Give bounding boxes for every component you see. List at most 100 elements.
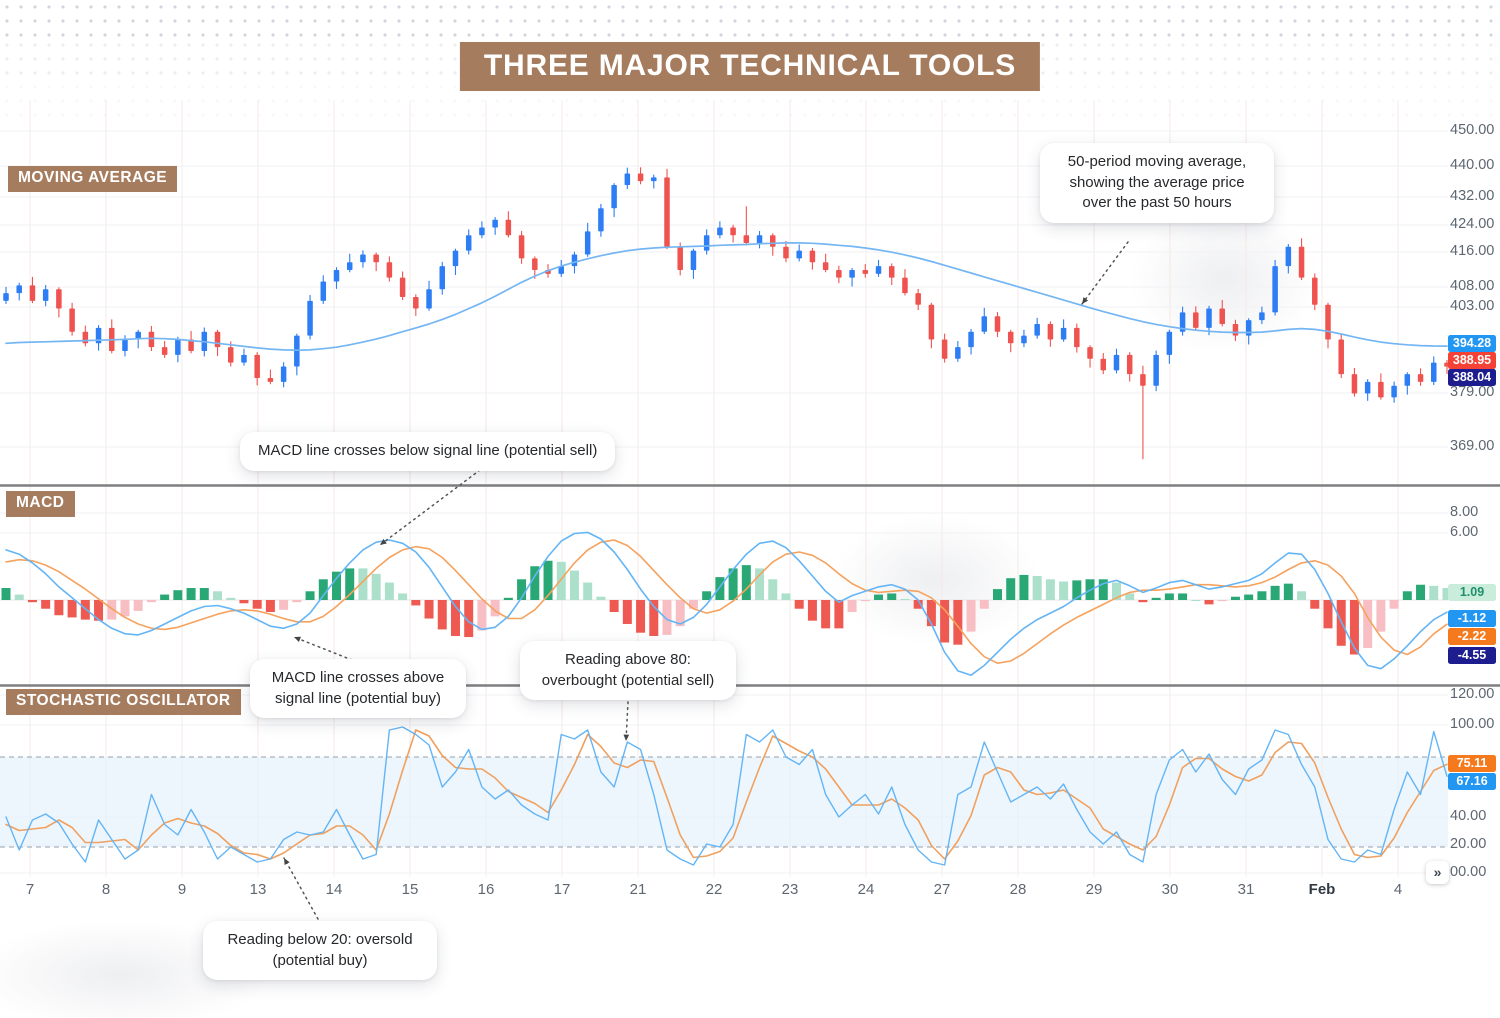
- price-axis-label: 440.00: [1450, 157, 1495, 173]
- candle-body: [1034, 324, 1040, 336]
- candle-body: [730, 227, 736, 236]
- stoch-axis-label: 120.00: [1450, 686, 1495, 702]
- histogram-bar: [94, 600, 104, 621]
- candle-body: [1206, 308, 1212, 328]
- x-axis-label: 13: [249, 881, 267, 898]
- histogram-bar: [120, 600, 130, 617]
- candle-body: [875, 266, 882, 274]
- candle-body: [928, 304, 935, 340]
- histogram-bar: [1402, 591, 1412, 600]
- histogram-bar: [569, 570, 579, 600]
- histogram-bar: [556, 561, 566, 600]
- histogram-bar: [1310, 600, 1320, 609]
- x-axis-label: 24: [857, 881, 875, 898]
- histogram-bar: [490, 600, 500, 617]
- histogram-bar: [807, 600, 817, 621]
- price-axis-label: 379.00: [1450, 384, 1495, 400]
- histogram-bar: [213, 591, 223, 600]
- candle-body: [122, 339, 128, 352]
- candle-body: [981, 316, 988, 332]
- histogram-bar: [503, 597, 513, 600]
- candle-body: [148, 331, 155, 348]
- histogram-bar: [847, 600, 857, 612]
- histogram-bar: [517, 579, 527, 600]
- histogram-bar: [1257, 591, 1267, 600]
- ma-line: [5, 242, 1448, 352]
- candle-body: [1100, 358, 1107, 371]
- candle-body: [518, 235, 525, 259]
- histogram-bar: [781, 593, 791, 600]
- histogram-bar: [199, 588, 209, 600]
- x-axis-label: 15: [401, 881, 419, 898]
- histogram-bar: [252, 600, 262, 609]
- price-axis-label: 408.00: [1450, 278, 1495, 294]
- histogram-bar: [715, 577, 725, 600]
- stoch-k-line: [5, 726, 1448, 866]
- candle-body: [1325, 304, 1331, 340]
- candle-body: [505, 219, 512, 236]
- candle-body: [558, 266, 564, 274]
- histogram-bar: [543, 560, 553, 600]
- page-title: THREE MAJOR TECHNICAL TOOLS: [459, 42, 1041, 91]
- candle-body: [809, 250, 816, 263]
- candle-body: [664, 177, 670, 247]
- candle-body: [452, 250, 459, 267]
- candle-body: [373, 254, 379, 263]
- histogram-bar: [1098, 579, 1108, 600]
- histogram-bar: [662, 600, 672, 635]
- candle-body: [1285, 246, 1292, 267]
- histogram-bar: [1270, 585, 1280, 600]
- stoch-axis-label: 40.00: [1450, 808, 1487, 824]
- candle-body: [492, 219, 498, 228]
- macd-histogram: [0, 560, 1452, 655]
- x-axis-label: 21: [629, 881, 647, 898]
- x-axis-label: 17: [553, 881, 571, 898]
- histogram-bar: [900, 598, 910, 600]
- candle-body: [1431, 362, 1437, 382]
- x-axis-label: 27: [933, 881, 951, 898]
- macd-line: [5, 531, 1448, 677]
- histogram-bar: [728, 568, 738, 600]
- histogram-bar: [358, 568, 368, 600]
- candle-body: [16, 285, 22, 294]
- candle-body: [1259, 312, 1265, 321]
- histogram-bar: [609, 600, 619, 612]
- histogram-bar: [1178, 593, 1188, 600]
- candle-body: [994, 316, 1001, 332]
- candle-body: [479, 227, 485, 236]
- candle-body: [1113, 354, 1120, 371]
- candle-body: [346, 262, 353, 270]
- candle-body: [333, 269, 340, 282]
- candle-body: [280, 366, 287, 382]
- stoch-axis-label: 00.00: [1450, 864, 1487, 880]
- histogram-bar: [649, 600, 659, 636]
- x-axis-label: 16: [477, 881, 495, 898]
- dot-pattern: [0, 0, 1500, 38]
- histogram-bar: [160, 594, 170, 600]
- candle-body: [1021, 335, 1027, 344]
- x-axis-label: 28: [1009, 881, 1027, 898]
- candle-body: [1272, 266, 1278, 313]
- histogram-bar: [437, 600, 447, 630]
- candle-body: [836, 269, 842, 278]
- histogram-bar: [1217, 600, 1227, 602]
- candle-body: [439, 266, 446, 290]
- x-axis-label: 30: [1161, 881, 1179, 898]
- candle-body: [703, 235, 710, 251]
- price-axis-label: 369.00: [1450, 438, 1495, 454]
- histogram-bar: [1006, 578, 1016, 600]
- expand-button[interactable]: »: [1426, 861, 1449, 884]
- histogram-bar: [1283, 583, 1293, 600]
- callout-macd-sell: MACD line crosses below signal line (pot…: [240, 432, 616, 471]
- x-axis-label: 9: [177, 881, 187, 898]
- candle-body: [360, 254, 366, 263]
- stoch-axis-label: 20.00: [1450, 836, 1487, 852]
- candle-body: [1351, 374, 1358, 394]
- candle-body: [1179, 312, 1186, 332]
- candle-body: [1338, 339, 1344, 375]
- candle-body: [611, 185, 617, 209]
- histogram-bar: [411, 600, 421, 606]
- candle-body: [135, 331, 141, 340]
- candle-body: [624, 173, 631, 186]
- panel-label-moving-average: MOVING AVERAGE: [8, 166, 178, 192]
